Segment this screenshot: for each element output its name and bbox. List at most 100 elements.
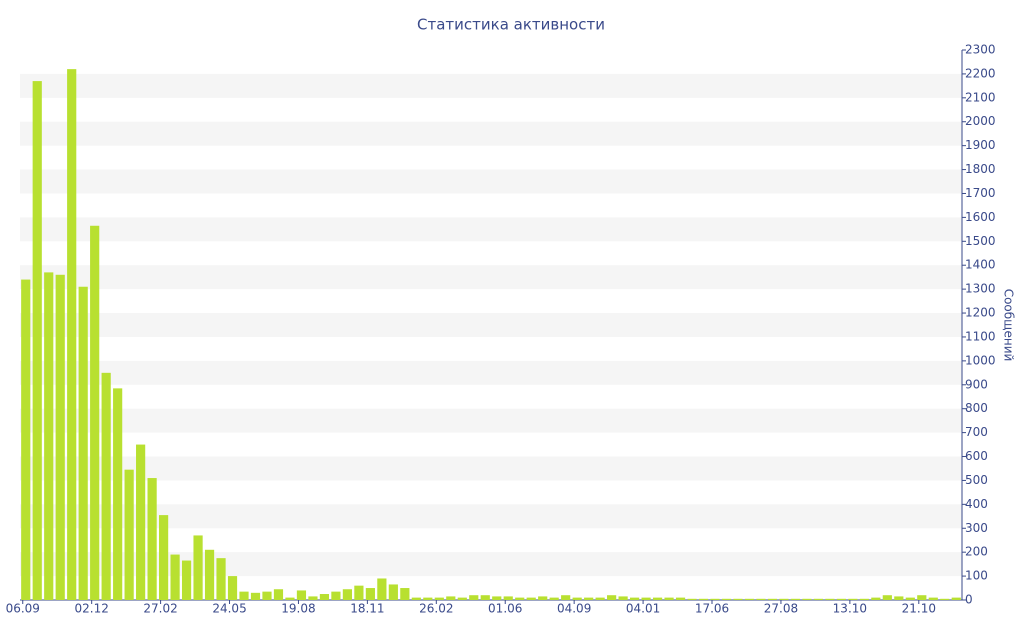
x-tick-label: 21.10 xyxy=(902,602,936,616)
bar xyxy=(90,225,100,600)
grid-band xyxy=(20,360,962,385)
bar xyxy=(480,595,490,600)
x-tick-label: 01.06 xyxy=(488,602,522,616)
bar xyxy=(721,598,732,600)
bar xyxy=(848,598,858,600)
bar xyxy=(113,388,123,600)
y-tick-label: 100 xyxy=(965,569,988,583)
grid-band xyxy=(20,265,962,290)
bar xyxy=(572,597,582,600)
bar xyxy=(917,595,927,600)
bar xyxy=(170,554,180,600)
x-tick-label: 24.05 xyxy=(212,602,246,616)
bar xyxy=(32,81,42,600)
bar xyxy=(239,591,249,600)
x-tick-label: 19.08 xyxy=(281,602,315,616)
bar xyxy=(630,597,640,600)
x-tick-label: 27.08 xyxy=(764,602,798,616)
y-tick-label: 1100 xyxy=(965,329,996,343)
bar xyxy=(928,597,938,600)
grid-band xyxy=(20,408,962,433)
grid-band xyxy=(20,552,962,577)
bar xyxy=(882,595,892,600)
bar xyxy=(905,597,915,600)
y-tick-label: 1600 xyxy=(965,210,996,224)
y-tick-label: 1000 xyxy=(965,353,996,367)
y-tick-label: 1200 xyxy=(965,306,996,320)
bar xyxy=(538,596,548,600)
bar xyxy=(940,598,950,600)
bar xyxy=(813,598,823,600)
bar xyxy=(894,596,904,600)
bar xyxy=(423,597,433,600)
bar xyxy=(515,597,525,600)
bar xyxy=(675,597,686,600)
bar xyxy=(319,594,330,600)
bar xyxy=(400,588,410,600)
bar xyxy=(561,595,571,600)
bar xyxy=(710,598,720,600)
x-tick-label: 17.06 xyxy=(695,602,729,616)
y-tick-label: 2100 xyxy=(965,90,996,104)
x-tick-label: 02.12 xyxy=(74,602,108,616)
bar xyxy=(733,598,743,600)
x-tick-label: 18.11 xyxy=(350,602,384,616)
bar xyxy=(273,589,284,600)
grid-band xyxy=(20,504,962,529)
y-tick-label: 1800 xyxy=(965,162,996,176)
grid-band xyxy=(20,456,962,481)
bar xyxy=(664,597,674,600)
y-tick-label: 400 xyxy=(965,497,988,511)
bar xyxy=(147,478,157,600)
bar xyxy=(526,597,536,600)
y-tick-label: 0 xyxy=(965,593,973,607)
bar xyxy=(55,274,65,600)
bar xyxy=(790,598,801,600)
x-tick-label: 26.02 xyxy=(419,602,453,616)
grid-band xyxy=(20,313,962,337)
bar xyxy=(457,597,467,600)
y-tick-label: 1700 xyxy=(965,186,996,200)
bar xyxy=(308,596,318,600)
bar xyxy=(285,597,295,600)
grid-band xyxy=(20,73,962,98)
bar xyxy=(181,560,192,600)
bar xyxy=(744,598,755,600)
bar xyxy=(101,372,111,600)
bar xyxy=(434,597,444,600)
bar xyxy=(388,584,398,600)
bar xyxy=(584,597,594,600)
y-axis-title: Сообщений xyxy=(1002,289,1016,362)
bar xyxy=(296,590,307,600)
y-tick-label: 2300 xyxy=(965,43,996,57)
x-tick-label: 27.02 xyxy=(143,602,177,616)
y-tick-label: 1300 xyxy=(965,282,996,296)
bar xyxy=(78,286,88,600)
bar xyxy=(446,596,456,600)
y-tick-label: 2000 xyxy=(965,114,996,128)
bar xyxy=(136,444,146,600)
bar xyxy=(779,598,789,600)
bar xyxy=(262,591,272,600)
bar xyxy=(951,597,961,600)
bar xyxy=(204,549,215,600)
bar xyxy=(871,597,881,600)
bar xyxy=(802,598,812,600)
bar xyxy=(411,597,421,600)
bar xyxy=(469,595,479,600)
bar xyxy=(377,578,387,600)
bar xyxy=(825,598,835,600)
x-tick-label: 04.09 xyxy=(557,602,591,616)
x-tick-label: 13.10 xyxy=(833,602,867,616)
bar xyxy=(193,535,203,600)
y-tick-label: 300 xyxy=(965,521,988,535)
bar xyxy=(859,598,869,600)
bar xyxy=(652,597,663,600)
bar xyxy=(365,588,375,600)
bar xyxy=(767,598,778,600)
x-tick-label: 04.01 xyxy=(626,602,660,616)
grid-band xyxy=(20,169,962,194)
bar xyxy=(698,598,709,600)
y-tick-label: 1400 xyxy=(965,258,996,272)
bar xyxy=(216,558,226,600)
